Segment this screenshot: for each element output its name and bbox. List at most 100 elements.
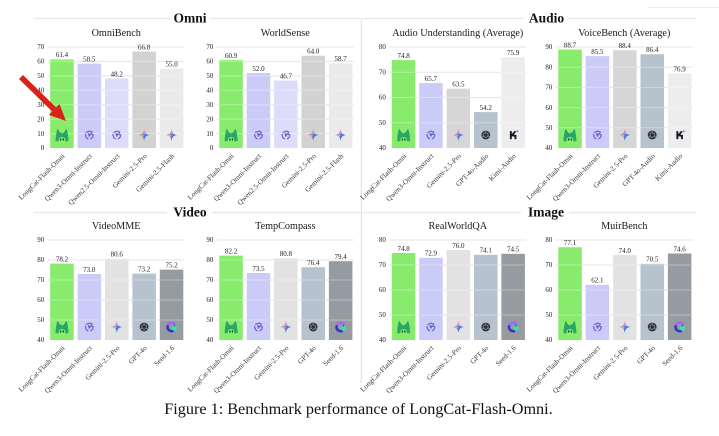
svg-text:0: 0 bbox=[210, 145, 214, 152]
svg-text:70: 70 bbox=[545, 85, 552, 92]
svg-text:63.5: 63.5 bbox=[452, 81, 465, 89]
svg-text:88.4: 88.4 bbox=[619, 42, 632, 50]
svg-text:61.4: 61.4 bbox=[56, 51, 69, 59]
svg-text:VoiceBench (Average): VoiceBench (Average) bbox=[578, 28, 670, 39]
svg-text:OmniBench: OmniBench bbox=[92, 28, 141, 39]
svg-text:70: 70 bbox=[379, 70, 386, 77]
svg-text:80: 80 bbox=[379, 44, 386, 51]
svg-text:0: 0 bbox=[41, 145, 45, 152]
svg-text:50: 50 bbox=[37, 317, 44, 324]
svg-text:72.9: 72.9 bbox=[425, 250, 438, 258]
svg-text:60: 60 bbox=[206, 297, 213, 304]
svg-text:40: 40 bbox=[545, 145, 552, 152]
svg-text:40: 40 bbox=[379, 145, 386, 152]
svg-text:80: 80 bbox=[379, 237, 386, 244]
svg-text:20: 20 bbox=[37, 116, 44, 123]
svg-text:80.8: 80.8 bbox=[280, 250, 293, 258]
svg-text:86.4: 86.4 bbox=[646, 46, 659, 54]
svg-text:74.8: 74.8 bbox=[397, 245, 410, 253]
svg-text:65.7: 65.7 bbox=[425, 75, 438, 83]
svg-text:40: 40 bbox=[206, 337, 213, 344]
svg-text:70: 70 bbox=[545, 262, 552, 269]
svg-text:70: 70 bbox=[379, 262, 386, 269]
svg-text:50: 50 bbox=[206, 317, 213, 324]
svg-text:74.0: 74.0 bbox=[619, 247, 632, 255]
svg-text:80: 80 bbox=[37, 257, 44, 264]
svg-text:90: 90 bbox=[37, 237, 44, 244]
svg-text:Video: Video bbox=[173, 205, 206, 220]
svg-text:75.9: 75.9 bbox=[507, 49, 520, 57]
svg-text:70: 70 bbox=[206, 44, 213, 51]
svg-text:70: 70 bbox=[37, 44, 44, 51]
svg-text:TempCompass: TempCompass bbox=[255, 221, 315, 232]
svg-text:30: 30 bbox=[206, 102, 213, 109]
svg-text:70: 70 bbox=[37, 277, 44, 284]
svg-text:80: 80 bbox=[545, 64, 552, 71]
svg-text:74.1: 74.1 bbox=[480, 247, 493, 255]
svg-text:78.2: 78.2 bbox=[56, 255, 69, 263]
svg-text:85.5: 85.5 bbox=[591, 48, 604, 56]
svg-text:60: 60 bbox=[379, 287, 386, 294]
svg-text:74.6: 74.6 bbox=[673, 245, 686, 253]
svg-text:60: 60 bbox=[37, 59, 44, 66]
svg-text:40: 40 bbox=[379, 337, 386, 344]
svg-text:62.1: 62.1 bbox=[591, 277, 604, 285]
svg-text:64.0: 64.0 bbox=[307, 48, 320, 56]
svg-text:46.7: 46.7 bbox=[280, 72, 293, 80]
svg-text:50: 50 bbox=[37, 73, 44, 80]
svg-text:40: 40 bbox=[37, 88, 44, 95]
svg-text:10: 10 bbox=[37, 131, 44, 138]
svg-text:79.4: 79.4 bbox=[334, 253, 347, 261]
svg-text:60: 60 bbox=[545, 287, 552, 294]
svg-text:40: 40 bbox=[545, 337, 552, 344]
svg-text:58.7: 58.7 bbox=[334, 55, 347, 63]
svg-text:40: 40 bbox=[206, 88, 213, 95]
svg-text:58.5: 58.5 bbox=[83, 55, 96, 63]
svg-text:80: 80 bbox=[545, 237, 552, 244]
svg-text:Figure 1: Benchmark performanc: Figure 1: Benchmark performance of LongC… bbox=[164, 400, 552, 418]
svg-text:52.0: 52.0 bbox=[252, 65, 265, 73]
svg-text:76.0: 76.0 bbox=[452, 242, 465, 250]
svg-text:73.0: 73.0 bbox=[83, 266, 96, 274]
svg-text:88.7: 88.7 bbox=[564, 41, 577, 49]
svg-text:40: 40 bbox=[37, 337, 44, 344]
svg-text:60.9: 60.9 bbox=[225, 52, 238, 60]
svg-text:90: 90 bbox=[206, 237, 213, 244]
svg-text:Image: Image bbox=[528, 205, 564, 220]
svg-text:80.6: 80.6 bbox=[111, 251, 124, 259]
svg-text:Omni: Omni bbox=[173, 11, 206, 26]
svg-text:60: 60 bbox=[379, 95, 386, 102]
svg-text:Audio: Audio bbox=[529, 11, 565, 26]
svg-text:60: 60 bbox=[37, 297, 44, 304]
svg-text:55.0: 55.0 bbox=[165, 60, 178, 68]
svg-text:60: 60 bbox=[206, 59, 213, 66]
svg-text:50: 50 bbox=[545, 312, 552, 319]
svg-text:50: 50 bbox=[379, 312, 386, 319]
svg-text:73.5: 73.5 bbox=[252, 265, 265, 273]
svg-text:54.2: 54.2 bbox=[480, 104, 493, 112]
svg-text:10: 10 bbox=[206, 131, 213, 138]
svg-text:74.5: 74.5 bbox=[507, 246, 520, 254]
svg-text:50: 50 bbox=[206, 73, 213, 80]
svg-text:74.8: 74.8 bbox=[397, 52, 410, 60]
svg-text:77.1: 77.1 bbox=[564, 239, 577, 247]
svg-text:75.2: 75.2 bbox=[165, 261, 178, 269]
svg-text:80: 80 bbox=[206, 257, 213, 264]
svg-text:50: 50 bbox=[379, 120, 386, 127]
svg-text:60: 60 bbox=[545, 105, 552, 112]
svg-text:50: 50 bbox=[545, 125, 552, 132]
svg-text:76.9: 76.9 bbox=[673, 65, 686, 73]
svg-text:RealWorldQA: RealWorldQA bbox=[429, 221, 488, 232]
svg-text:70.5: 70.5 bbox=[646, 256, 659, 264]
svg-text:Audio Understanding (Average): Audio Understanding (Average) bbox=[392, 28, 523, 39]
svg-text:VideoMME: VideoMME bbox=[92, 221, 141, 232]
svg-text:WorldSense: WorldSense bbox=[261, 28, 310, 39]
svg-text:48.2: 48.2 bbox=[111, 70, 124, 78]
svg-text:20: 20 bbox=[206, 116, 213, 123]
svg-text:70: 70 bbox=[206, 277, 213, 284]
svg-text:73.2: 73.2 bbox=[138, 265, 151, 273]
svg-text:MuirBench: MuirBench bbox=[601, 221, 647, 232]
svg-text:82.2: 82.2 bbox=[225, 247, 238, 255]
svg-text:66.8: 66.8 bbox=[138, 43, 151, 51]
svg-text:76.4: 76.4 bbox=[307, 259, 320, 267]
